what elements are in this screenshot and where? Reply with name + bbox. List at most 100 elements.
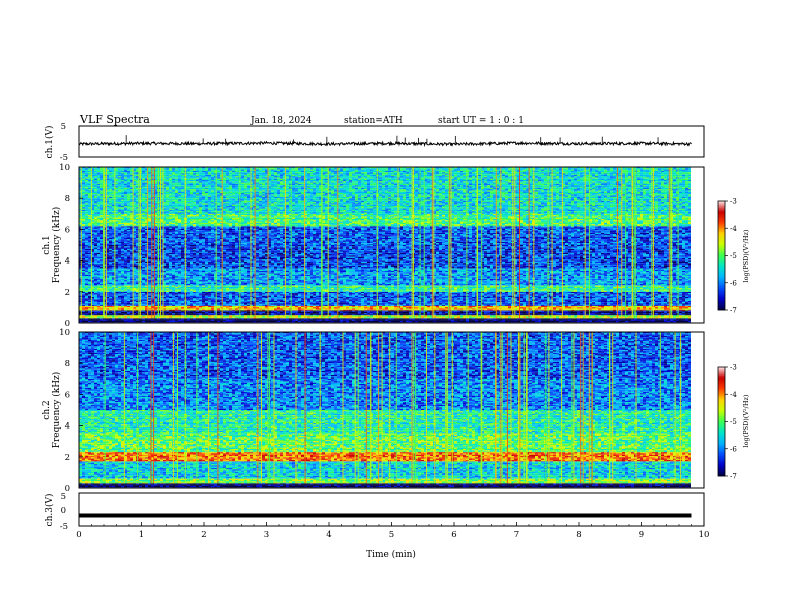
- ch1-spectrogram-cell: [421, 311, 424, 312]
- ch1-spectrogram-cell: [241, 313, 244, 314]
- ch1-spectrogram-cell: [94, 315, 97, 316]
- ch1-spectrogram-cell: [559, 312, 562, 313]
- ch1-spectrogram-cell: [331, 318, 334, 319]
- ch1-spectrogram-cell: [301, 321, 304, 322]
- ch1-spectrogram-cell: [391, 318, 394, 319]
- ch1-spectrogram-cell: [130, 321, 133, 322]
- ch1-spectrogram-cell: [187, 317, 190, 318]
- ch1-spectrogram-cell: [580, 311, 583, 312]
- ch1-spectrogram-cell: [556, 318, 559, 319]
- ch1-spectrogram-cell: [352, 312, 355, 313]
- ch1-spectrogram-cell: [358, 317, 361, 318]
- ch1-spectrogram-cell: [208, 312, 211, 313]
- ch1-spectrogram-cell: [424, 320, 427, 321]
- ch1-spectrogram-cell: [640, 318, 643, 319]
- ch1-spectrogram-cell: [664, 318, 667, 319]
- ch1-spectrogram-cell: [289, 320, 292, 321]
- ch1-waveform-frame: [79, 126, 704, 157]
- ch1-spectrogram-cell: [262, 320, 265, 321]
- ch1-spectrogram-cell: [166, 318, 169, 319]
- ch1-spectrogram-cell: [466, 318, 469, 319]
- ch1-spectrogram-cell: [613, 320, 616, 321]
- ch1-spectrogram-cell: [121, 320, 124, 321]
- ch1-spectrogram-cell: [574, 311, 577, 312]
- ch1-spectrogram-cell: [604, 311, 607, 312]
- ch1-spectrogram-cell: [361, 320, 364, 321]
- ch1-spectrogram-cell: [301, 311, 304, 312]
- ch1-spectrogram-cell: [109, 320, 112, 321]
- ch1-spectrogram-cell: [574, 315, 577, 316]
- ch1-spectrogram-cell: [241, 315, 244, 316]
- ch1-ytick-5: 5: [61, 122, 66, 132]
- ch1-spectrogram-cell: [121, 318, 124, 319]
- ch1-spectrogram-cell: [559, 311, 562, 312]
- ch1-spectrogram-cell: [544, 320, 547, 321]
- ch1-spectrogram-cell: [334, 311, 337, 312]
- ch1-spectrogram-cell: [541, 315, 544, 316]
- ch1-spectrogram-cell: [277, 317, 280, 318]
- ch1-spectrogram-cell: [118, 321, 121, 322]
- ch1-spectrogram-cell: [622, 321, 625, 322]
- ch1-spectrogram-cell: [592, 312, 595, 313]
- ch1-spectrogram-cell: [109, 317, 112, 318]
- ch1-spectrogram-cell: [136, 318, 139, 319]
- ch1-spectrogram-cell: [349, 311, 352, 312]
- ch1-spectrogram-cell: [385, 311, 388, 312]
- ch1-spectrogram-cell: [226, 320, 229, 321]
- ch1-spectrogram-cell: [220, 321, 223, 322]
- ch1-spectrogram-cell: [436, 311, 439, 312]
- ch1-spectrogram-cell: [160, 320, 163, 321]
- ch1-spectrogram-cell: [232, 315, 235, 316]
- ch1-spectrogram-cell: [313, 312, 316, 313]
- ch1-spectrogram-cell: [277, 312, 280, 313]
- ch1-spectrogram-cell: [247, 318, 250, 319]
- ch1-spectrogram-cell: [580, 321, 583, 322]
- ch1-spectrogram-cell: [211, 318, 214, 319]
- ch1-spectrogram-cell: [607, 317, 610, 318]
- ch1-spectrogram-cell: [664, 312, 667, 313]
- ch1-spectrogram-cell: [493, 317, 496, 318]
- ch1-spectrogram-cell: [193, 317, 196, 318]
- ch1-spectrogram-cell: [208, 320, 211, 321]
- ch1-spectrogram-cell: [568, 318, 571, 319]
- ch1-spectrogram-cell: [625, 321, 628, 322]
- ch1-spectrogram-cell: [628, 321, 631, 322]
- ch1-spectrogram-cell: [253, 318, 256, 319]
- ch1-spectrogram-cell: [403, 313, 406, 314]
- ch1-spectrogram-cell: [523, 317, 526, 318]
- ch1-spectrogram-cell: [256, 317, 259, 318]
- ch1-spectrogram-cell: [478, 317, 481, 318]
- ch1-spectrogram-cell: [526, 320, 529, 321]
- ch1-spectrogram-cell: [484, 313, 487, 314]
- ch1-spectrogram-cell: [547, 318, 550, 319]
- ch1-spectrogram-cell: [595, 317, 598, 318]
- ch1-spectrogram-cell: [196, 311, 199, 312]
- ch1-spectrogram-cell: [340, 320, 343, 321]
- ch1-spectrogram-cell: [595, 318, 598, 319]
- ch1-spectrogram-cell: [538, 312, 541, 313]
- ch1-spectrogram-cell: [628, 320, 631, 321]
- ch1-spectrogram-cell: [259, 313, 262, 314]
- ch1-spectrogram-cell: [487, 318, 490, 319]
- ch1-spectrogram-cell: [553, 321, 556, 322]
- ch1-spectrogram-cell: [457, 318, 460, 319]
- ch1-spectrogram-cell: [595, 315, 598, 316]
- ch1-spectrogram-cell: [565, 311, 568, 312]
- ch1-spectrogram-cell: [202, 317, 205, 318]
- ch1-spectrogram-cell: [655, 315, 658, 316]
- ch1-spectrogram-cell: [469, 317, 472, 318]
- ch1-spectrogram-cell: [340, 312, 343, 313]
- ch1-spectrogram-cell: [478, 312, 481, 313]
- ch1-spectrogram-cell: [634, 318, 637, 319]
- ch1-spectrogram-cell: [325, 312, 328, 313]
- ch1-spectrogram-cell: [346, 317, 349, 318]
- ch1-spectrogram-cell: [526, 311, 529, 312]
- ch1-spectrogram-cell: [646, 315, 649, 316]
- ch1-spectrogram-cell: [148, 321, 151, 322]
- ch1-spectrogram-cell: [211, 321, 214, 322]
- ch1-spectrogram-cell: [442, 311, 445, 312]
- ch1-spectrogram-cell: [106, 318, 109, 319]
- ch1-spectrogram-cell: [175, 315, 178, 316]
- ch1-spectrogram-cell: [196, 315, 199, 316]
- ch1-spectrogram-cell: [301, 313, 304, 314]
